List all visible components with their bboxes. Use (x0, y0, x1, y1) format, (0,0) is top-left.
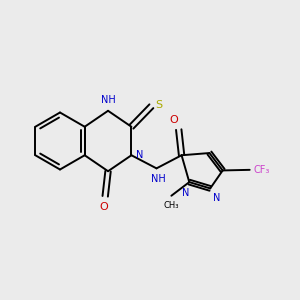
Text: N: N (136, 150, 143, 160)
Text: N: N (182, 188, 189, 197)
Text: NH: NH (151, 174, 165, 184)
Text: CH₃: CH₃ (164, 201, 179, 210)
Text: S: S (155, 100, 162, 110)
Text: N: N (213, 193, 220, 203)
Text: NH: NH (101, 95, 116, 105)
Text: O: O (170, 115, 178, 125)
Text: O: O (99, 202, 108, 212)
Text: CF₃: CF₃ (253, 165, 270, 175)
